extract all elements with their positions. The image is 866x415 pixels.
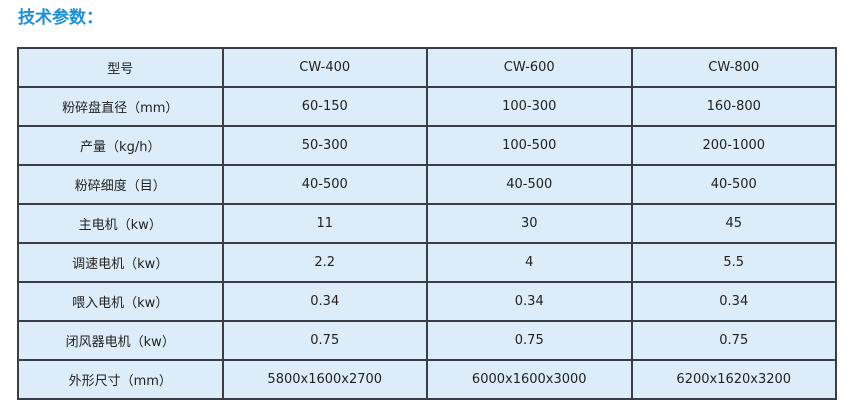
- table-row: 外形尺寸（mm） 5800x1600x2700 6000x1600x3000 6200…: [17, 359, 837, 400]
- table-body: 型号 CW-400 CW-600 CW-800 粉碎盘直径（mm） 60-150 100-3…: [17, 47, 837, 400]
- table-cell: 60-150: [221, 86, 428, 127]
- table-row: 粉碎细度（目） 40-500 40-500 40-500: [17, 164, 837, 205]
- table-row: 喂入电机（kw） 0.34 0.34 0.34: [17, 281, 837, 322]
- table-cell: 6000x1600x3000: [426, 359, 633, 400]
- table-cell: 6200x1620x3200: [630, 359, 837, 400]
- table-cell: 50-300: [221, 125, 428, 166]
- table-cell: 5800x1600x2700: [221, 359, 428, 400]
- table-cell: 160-800: [630, 86, 837, 127]
- row-label: 闭风器电机（kw）: [17, 320, 224, 361]
- row-label: 外形尺寸（mm）: [17, 359, 224, 400]
- page-title: 技术参数：: [18, 8, 103, 28]
- table-cell: 2.2: [221, 242, 428, 283]
- row-label: 调速电机（kw）: [17, 242, 224, 283]
- table-cell: 40-500: [221, 164, 428, 205]
- table-cell: 0.75: [630, 320, 837, 361]
- header-cell: CW-400: [221, 47, 428, 88]
- table-cell: 100-500: [426, 125, 633, 166]
- table-cell: 4: [426, 242, 633, 283]
- table-row: 粉碎盘直径（mm） 60-150 100-300 160-800: [17, 86, 837, 127]
- table-cell: 40-500: [630, 164, 837, 205]
- table-cell: 0.34: [221, 281, 428, 322]
- table-cell: 200-1000: [630, 125, 837, 166]
- header-cell: 型号: [17, 47, 224, 88]
- table-cell: 0.34: [630, 281, 837, 322]
- header-cell: CW-800: [630, 47, 837, 88]
- row-label: 喂入电机（kw）: [17, 281, 224, 322]
- table-cell: 0.34: [426, 281, 633, 322]
- spec-table: 型号 CW-400 CW-600 CW-800 粉碎盘直径（mm） 60-150 100-3…: [17, 47, 837, 400]
- table-cell: 40-500: [426, 164, 633, 205]
- table-cell: 100-300: [426, 86, 633, 127]
- header-cell: CW-600: [426, 47, 633, 88]
- table-row: 闭风器电机（kw） 0.75 0.75 0.75: [17, 320, 837, 361]
- table-cell: 45: [630, 203, 837, 244]
- table-row: 产量（kg/h） 50-300 100-500 200-1000: [17, 125, 837, 166]
- row-label: 粉碎盘直径（mm）: [17, 86, 224, 127]
- table-row: 主电机（kw） 11 30 45: [17, 203, 837, 244]
- table-row: 调速电机（kw） 2.2 4 5.5: [17, 242, 837, 283]
- row-label: 粉碎细度（目）: [17, 164, 224, 205]
- table-cell: 0.75: [426, 320, 633, 361]
- row-label: 产量（kg/h）: [17, 125, 224, 166]
- table-cell: 11: [221, 203, 428, 244]
- table-row: 型号 CW-400 CW-600 CW-800: [17, 47, 837, 88]
- table-cell: 5.5: [630, 242, 837, 283]
- table-cell: 30: [426, 203, 633, 244]
- table-cell: 0.75: [221, 320, 428, 361]
- row-label: 主电机（kw）: [17, 203, 224, 244]
